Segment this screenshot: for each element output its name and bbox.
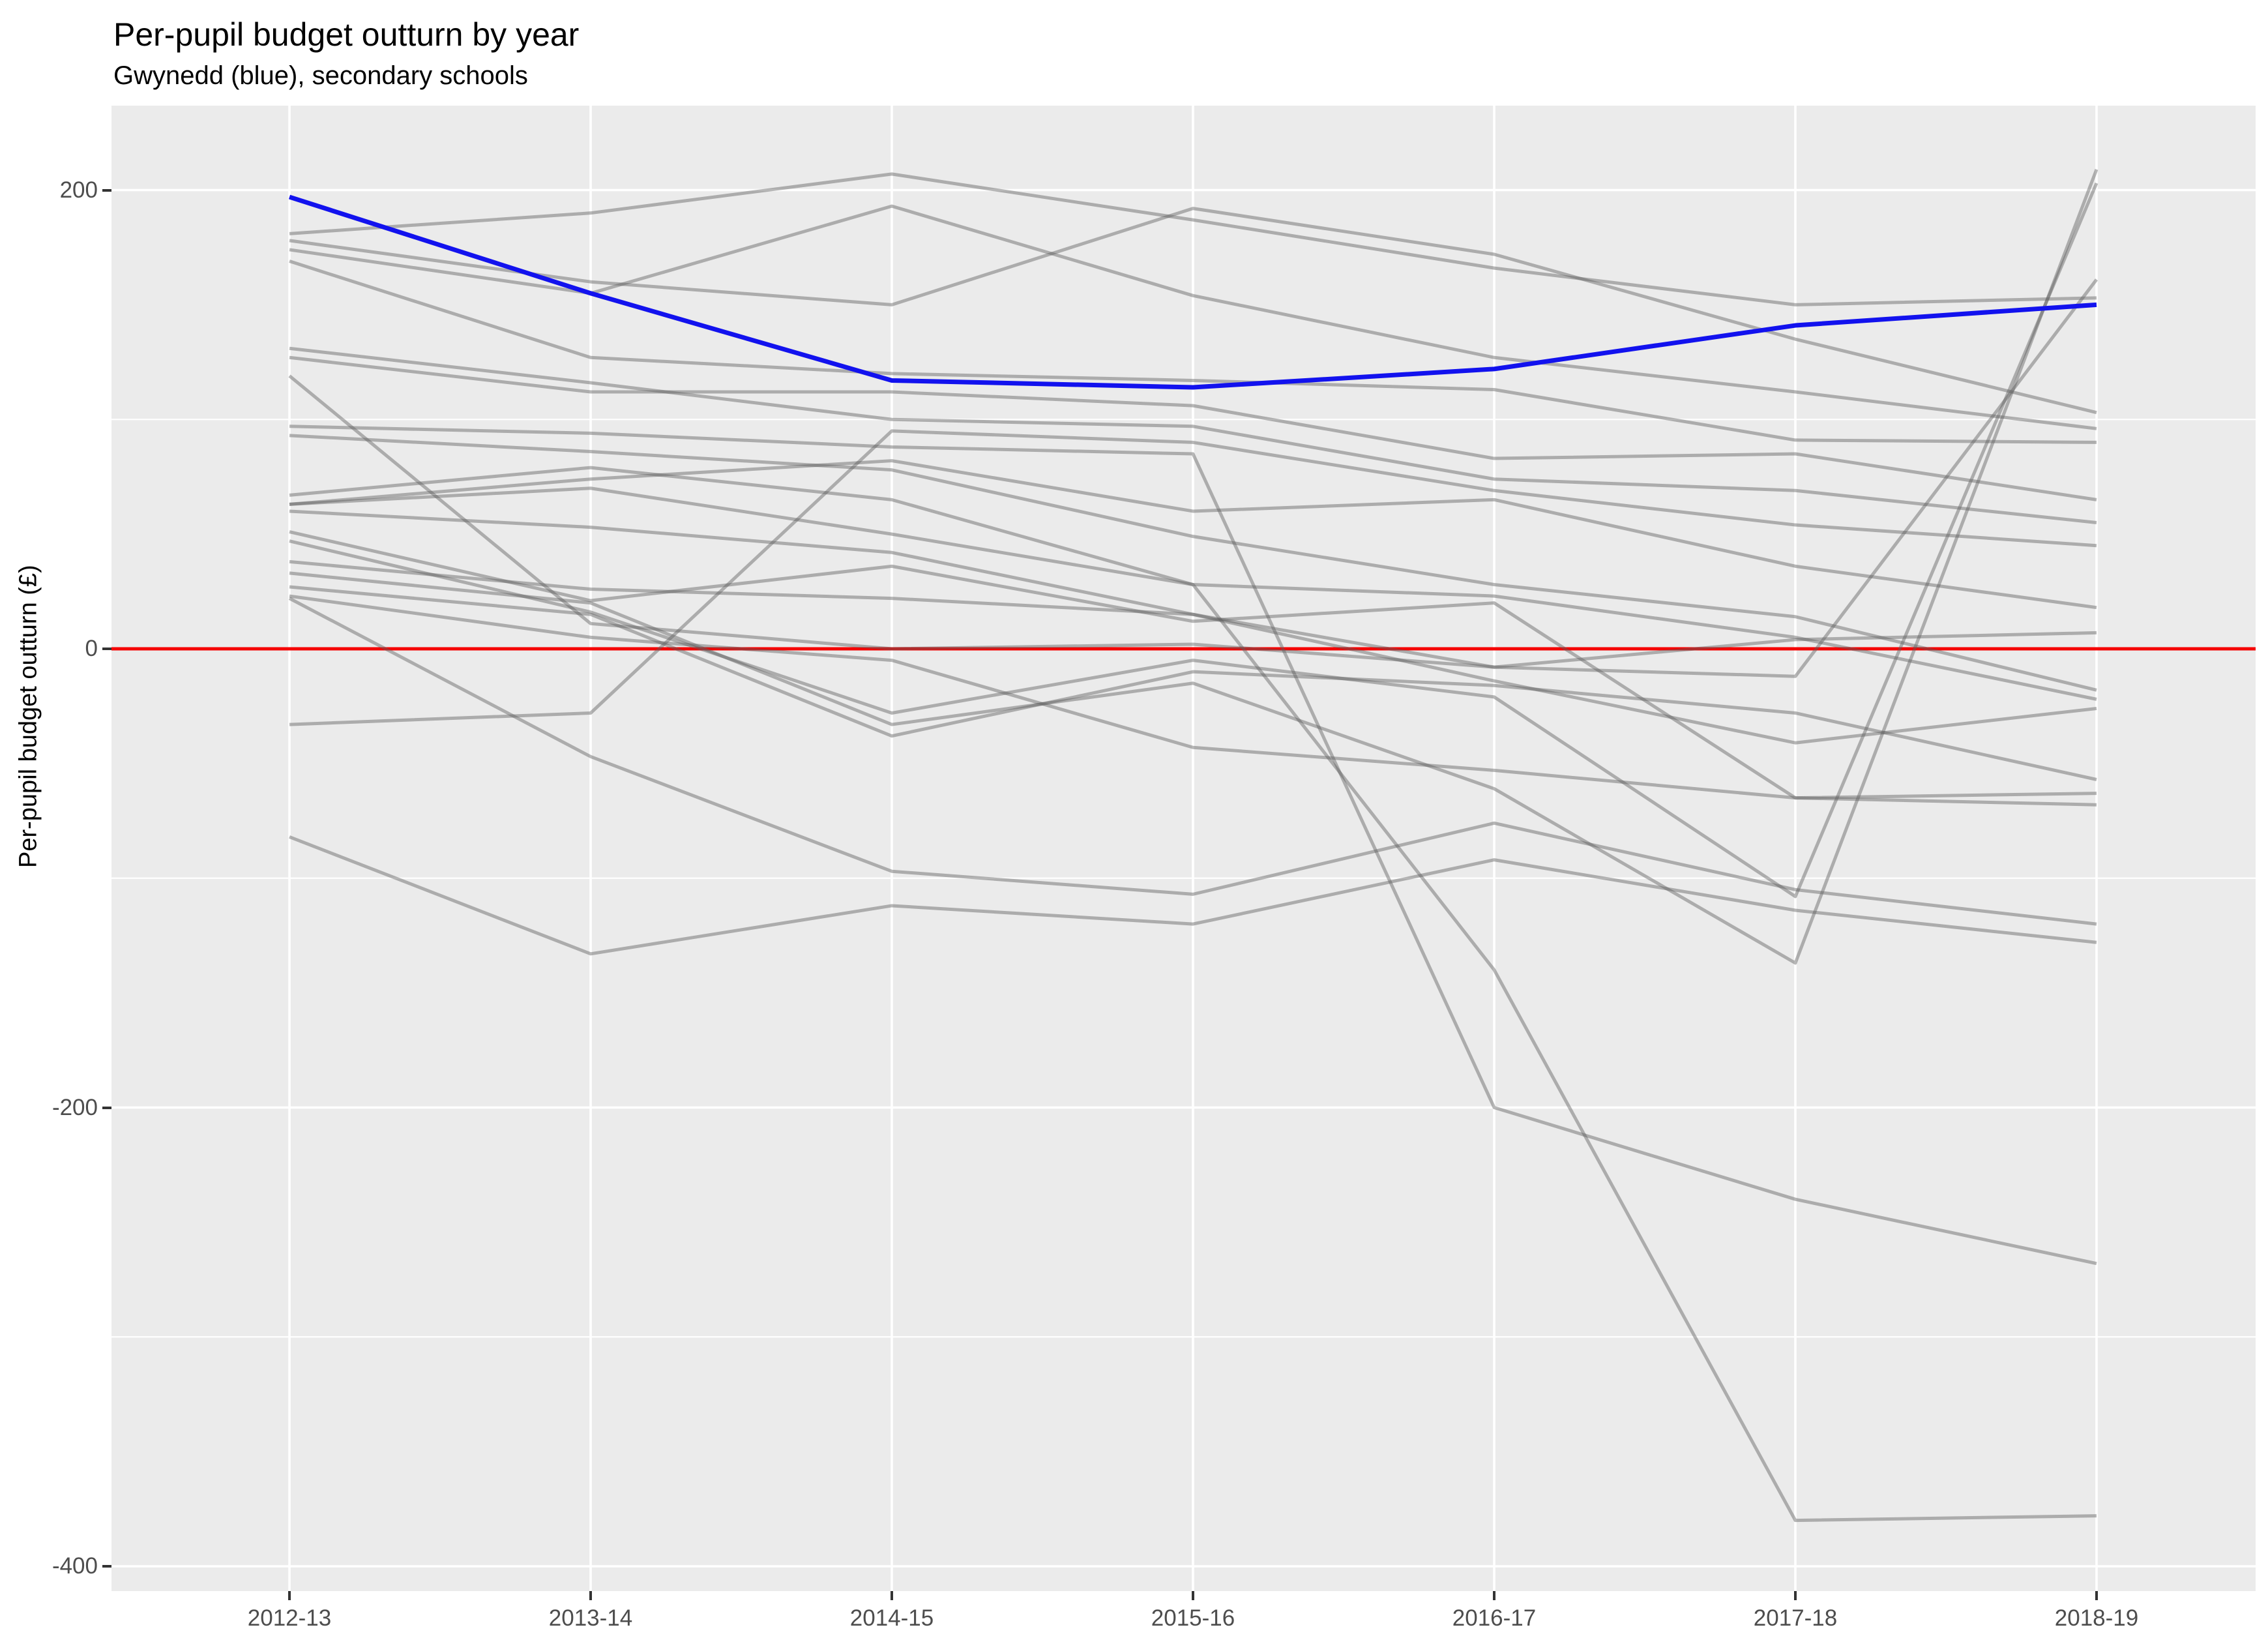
plot-svg	[111, 106, 2256, 1591]
school-series-line	[289, 594, 2097, 800]
school-series-line	[289, 172, 2097, 306]
y-axis-title: Per-pupil budget outturn (£)	[14, 565, 42, 868]
school-series-line	[289, 207, 2097, 415]
x-tick-mark	[1794, 1591, 1797, 1600]
school-series-line	[289, 182, 2099, 899]
x-tick-mark	[288, 1591, 291, 1600]
school-series-line	[289, 429, 2097, 726]
school-series-line	[289, 486, 2097, 1523]
school-series-line	[289, 509, 2097, 745]
school-series-line	[289, 278, 2098, 678]
chart-title: Per-pupil budget outturn by year	[113, 16, 580, 53]
x-tick-mark	[2095, 1591, 2098, 1600]
y-tick-label: 0	[85, 636, 98, 661]
x-tick-label: 2012-13	[247, 1605, 332, 1631]
x-tick-mark	[589, 1591, 592, 1600]
school-series-line	[289, 260, 2097, 444]
y-tick-label: -200	[52, 1094, 98, 1120]
school-series-line	[289, 346, 2097, 525]
school-series-line	[289, 424, 2097, 1266]
school-series-line	[288, 374, 2097, 669]
x-tick-mark	[1493, 1591, 1495, 1600]
gwynedd-series-line	[288, 194, 2097, 390]
school-series-line	[288, 597, 2097, 926]
x-tick-mark	[891, 1591, 893, 1600]
school-series-line	[289, 168, 2099, 965]
y-tick-mark	[102, 648, 111, 650]
school-series-line	[289, 466, 2097, 701]
y-tick-mark	[102, 188, 111, 192]
x-tick-label: 2017-18	[1753, 1605, 1838, 1631]
x-tick-label: 2013-14	[548, 1605, 633, 1631]
school-series-line	[289, 355, 2097, 501]
plot-panel	[111, 106, 2256, 1591]
y-tick-mark	[102, 1106, 111, 1109]
y-tick-mark	[102, 1565, 111, 1568]
x-tick-label: 2018-19	[2054, 1605, 2139, 1631]
school-series-line	[289, 459, 2097, 610]
x-tick-mark	[1192, 1591, 1194, 1600]
school-series-line	[289, 835, 2097, 956]
x-tick-label: 2016-17	[1452, 1605, 1537, 1631]
school-series-line	[289, 585, 2097, 781]
school-series-line	[289, 434, 2097, 692]
school-series-line	[289, 530, 2097, 807]
chart-subtitle: Gwynedd (blue), secondary schools	[113, 61, 528, 90]
y-tick-label: 200	[59, 177, 98, 203]
y-tick-label: -400	[52, 1553, 98, 1579]
x-tick-label: 2015-16	[1151, 1605, 1235, 1631]
x-tick-label: 2014-15	[849, 1605, 934, 1631]
